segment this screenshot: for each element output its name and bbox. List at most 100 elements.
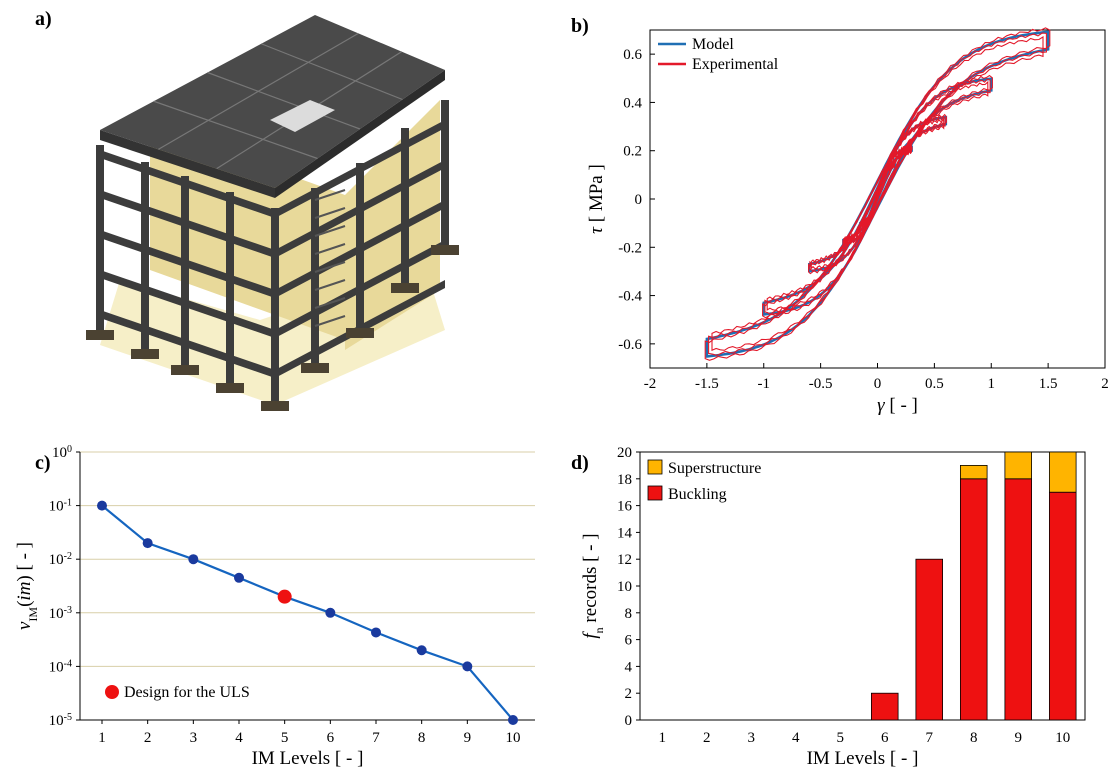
footing	[131, 349, 159, 359]
x-tick-label: -1.5	[695, 376, 719, 392]
stair-opening	[270, 100, 335, 132]
x-tick-label: 6	[327, 730, 335, 746]
y-tick-label: 6	[625, 633, 633, 649]
y-tick-label: 0.6	[623, 47, 642, 63]
y-tick-label: 4	[625, 659, 633, 675]
bar-buckling	[870, 692, 899, 721]
exceedance-rate-chart: 10-5 10-4 10-3 10-2 10-1 100 1 2 3 4 5 6 7 8 9 10 Design…	[14, 444, 535, 769]
stair-step	[314, 243, 346, 255]
x-tick-label: -1	[758, 376, 771, 392]
roof-edge-side	[275, 70, 445, 198]
y-axis-label: τ [ MPa ]	[586, 164, 607, 234]
footing	[301, 363, 329, 373]
data-point	[371, 627, 381, 638]
x-axis-label: IM Levels [ - ]	[807, 748, 919, 769]
footing	[261, 401, 289, 411]
x-tick-label: 1.5	[1039, 376, 1058, 392]
column	[401, 128, 409, 283]
y-tick-label: 20	[617, 445, 632, 461]
y-tick-label: 0.2	[623, 144, 642, 160]
y-tick-label: 8	[625, 606, 633, 622]
data-point	[97, 500, 107, 511]
y-tick-label: 10	[617, 579, 632, 595]
bar-superstructure	[959, 465, 988, 480]
y-tick-label: 10-3	[49, 604, 72, 622]
legend-label: Design for the ULS	[124, 684, 250, 701]
legend-label: Model	[692, 36, 734, 53]
x-tick-label: 1	[988, 376, 996, 392]
experimental-loop	[711, 36, 1044, 352]
x-tick-label: 1	[659, 730, 667, 746]
column	[96, 145, 104, 330]
x-tick-label: 0.5	[925, 376, 944, 392]
x-tick-label: 7	[372, 730, 380, 746]
footing	[216, 383, 244, 393]
uls-design-point	[277, 589, 292, 604]
y-tick-label: 0.4	[623, 95, 642, 111]
roof-grid-line	[158, 32, 359, 150]
x-tick-label: 4	[792, 730, 800, 746]
legend-label: Experimental	[692, 56, 779, 73]
x-tick-label: 4	[235, 730, 243, 746]
data-point	[416, 645, 427, 656]
x-tick-label: -2	[644, 376, 657, 392]
x-tick-label: 0	[874, 376, 882, 392]
x-tick-label: 9	[464, 730, 472, 746]
x-axis-label: IM Levels [ - ]	[252, 748, 364, 769]
roof-grid-line	[153, 100, 318, 160]
x-tick-label: 10	[506, 730, 521, 746]
bar-superstructure	[1048, 451, 1077, 493]
y-tick-label: 18	[617, 472, 632, 488]
stair-step	[314, 315, 346, 327]
y-tick-label: 16	[617, 499, 633, 515]
stair-step	[314, 207, 346, 219]
x-tick-label: 2	[144, 730, 152, 746]
stair-step	[314, 297, 346, 309]
y-tick-label: 14	[617, 525, 633, 541]
hysteresis-chart: -2 -1.5 -1 -0.5 0 0.5 1 1.5 2 -0.6 -0.4 -0.2 0 0.2 0.4…	[586, 27, 1109, 416]
x-axis-label: γ [ - ]	[877, 395, 918, 416]
y-axis-label: νIM(im) [ - ]	[14, 542, 40, 630]
bar-buckling	[915, 558, 943, 721]
column	[356, 163, 364, 328]
roof-slab	[100, 15, 445, 188]
panel-label-c: c)	[35, 452, 51, 474]
panel-label-a: a)	[35, 8, 52, 30]
building-illustration	[86, 15, 459, 411]
footing	[171, 365, 199, 375]
y-tick-label: 10-4	[49, 658, 72, 676]
x-tick-label: 8	[970, 730, 978, 746]
y-tick-label: 100	[52, 444, 72, 462]
y-tick-label: -0.4	[618, 289, 642, 305]
data-point	[462, 661, 473, 672]
column	[311, 188, 319, 363]
stair-step	[314, 225, 346, 237]
x-tick-label: 5	[281, 730, 289, 746]
bar-buckling	[1004, 478, 1032, 721]
x-tick-label: 9	[1015, 730, 1023, 746]
x-tick-label: 3	[190, 730, 198, 746]
panel-label-d: d)	[571, 452, 589, 474]
data-point	[325, 607, 336, 618]
y-tick-label: -0.2	[618, 240, 642, 256]
stair-step	[314, 279, 346, 291]
footing	[431, 245, 459, 255]
data-point	[508, 715, 518, 725]
data-point	[188, 554, 199, 565]
roof-edge-front	[100, 130, 275, 198]
column	[271, 208, 279, 401]
x-tick-label: 2	[1101, 376, 1109, 392]
y-tick-label: 10-2	[49, 551, 72, 569]
y-tick-label: 10-1	[49, 497, 72, 514]
x-tick-label: -0.5	[809, 376, 833, 392]
rate-line	[101, 504, 514, 721]
data-point	[234, 572, 244, 583]
footing	[86, 330, 114, 340]
legend-marker	[105, 685, 119, 699]
roof-grid-line	[207, 71, 361, 130]
y-tick-label: 10-5	[49, 712, 72, 730]
y-tick-label: 2	[625, 686, 633, 702]
panel-label-b: b)	[571, 15, 589, 37]
footing	[391, 283, 419, 293]
